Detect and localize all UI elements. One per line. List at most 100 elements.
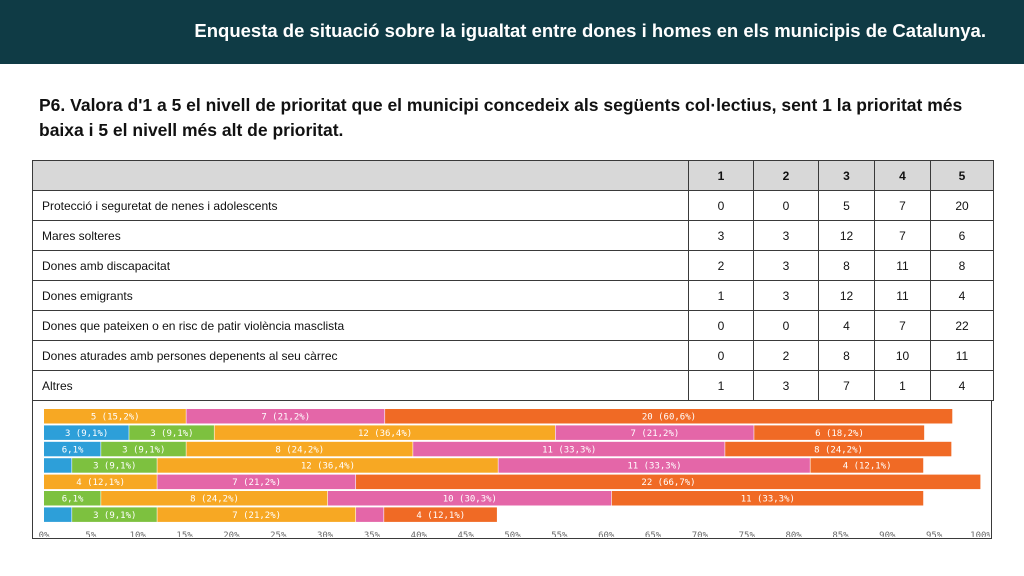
bar-segment [754,425,925,440]
x-tick-label: 50% [504,531,521,537]
data-label: 3 (9,1%) [93,462,136,472]
table-cell: 4 [818,310,875,341]
bar-segment [725,441,952,457]
bar-segment [72,507,157,522]
bar-segment [157,507,356,522]
table-cell: 0 [753,190,819,221]
data-label: 22 (66,7%) [641,478,695,488]
header-cell: 4 [874,160,931,191]
x-tick-label: 95% [926,531,943,537]
bar-segment [384,507,497,522]
bar-segment [413,441,725,457]
x-tick-label: 5% [85,531,96,537]
table-cell: 0 [688,340,754,371]
bar-segment [327,491,612,506]
bar-row: 6,1% 8 (24,2%) 10 (30,3%) 11 (33,3%) [44,491,924,506]
table-cell: 4 [930,370,994,401]
table-row: Dones amb discapacitat 2 3 8 11 8 [32,250,994,281]
bar-row: 4 (12,1%) 7 (21,2%) 22 (66,7%) [44,474,981,490]
data-label: 6 (18,2%) [815,429,864,439]
bar-row: 3 (9,1%) 7 (21,2%) 4 (12,1%) [44,507,497,522]
bar-segment [356,507,384,522]
bar-segment [157,474,356,490]
table-cell: 22 [930,310,994,341]
x-tick-label: 100% [970,531,990,537]
x-tick-label: 30% [317,531,334,537]
x-tick-label: 90% [879,531,896,537]
x-tick-label: 60% [598,531,615,537]
bar-segment [186,441,413,457]
x-tick-label: 65% [645,531,662,537]
row-label: Dones aturades amb persones depenents al… [32,340,689,371]
data-label: 4 (12,1%) [416,511,465,521]
table-cell: 2 [753,340,819,371]
table-row: Mares solteres 3 3 12 7 6 [32,220,994,251]
data-label: 11 (33,3%) [627,462,681,472]
table-cell: 0 [688,310,754,341]
table-cell: 12 [818,280,875,311]
priority-table: 1 2 3 4 5 Protecció i seguretat de nenes… [32,160,994,401]
bar-segment [44,507,72,522]
bar-row: 3 (9,1%) 12 (36,4%) 11 (33,3%) 4 (12,1%) [44,458,924,473]
bar-segment [810,458,924,473]
bar-segment [44,458,72,473]
x-tick-label: 15% [176,531,193,537]
chart-canvas: 5 (15,2%) 7 (21,2%) 20 (60,6%)3 (9,1%) 3 (9… [39,409,990,537]
x-tick-label: 75% [739,531,756,537]
data-label: 6,1% [62,445,84,455]
data-label: 4 (12,1%) [76,478,125,488]
data-label: 8 (24,2%) [814,445,863,455]
bar-segment [129,425,214,440]
bar-segment [611,491,924,506]
data-label: 5 (15,2%) [91,412,140,422]
table-cell: 10 [874,340,931,371]
table-cell: 8 [930,250,994,281]
bar-segment [498,458,810,473]
table-cell: 8 [818,250,875,281]
table-cell: 7 [874,220,931,251]
table-cell: 0 [753,310,819,341]
bar-row: 5 (15,2%) 7 (21,2%) 20 (60,6%) [44,409,953,424]
table-cell: 7 [874,310,931,341]
x-tick-label: 80% [785,531,802,537]
bar-segment [385,409,953,424]
table-cell: 1 [874,370,931,401]
x-tick-label: 40% [411,531,428,537]
x-tick-label: 85% [832,531,849,537]
table-row: Altres 1 3 7 1 4 [32,370,994,401]
data-label: 10 (30,3%) [443,494,497,504]
data-label: 4 (12,1%) [843,462,892,472]
bar-segment [44,425,129,440]
data-label: 8 (24,2%) [190,494,239,504]
table-cell: 3 [753,250,819,281]
x-tick-label: 25% [270,531,287,537]
table-cell: 3 [753,370,819,401]
header-cell: 5 [930,160,994,191]
data-label: 20 (60,6%) [642,412,696,422]
bar-segment [44,491,101,506]
table-cell: 20 [930,190,994,221]
table-cell: 3 [688,220,754,251]
x-tick-label: 10% [130,531,147,537]
data-label: 8 (24,2%) [275,445,324,455]
data-label: 12 (36,4%) [301,462,355,472]
question-text: P6. Valora d'1 a 5 el nivell de priorita… [39,95,963,140]
table-cell: 1 [688,280,754,311]
x-tick-label: 55% [551,531,568,537]
x-tick-label: 20% [223,531,240,537]
table-cell: 11 [930,340,994,371]
bar-segment [555,425,754,440]
page-title: Enquesta de situació sobre la igualtat e… [194,20,986,41]
header-cell: 1 [688,160,754,191]
row-label: Altres [32,370,689,401]
table-cell: 3 [753,220,819,251]
bar-segment [44,441,101,457]
bar-segment [214,425,556,440]
table-cell: 2 [688,250,754,281]
table-cell: 3 [753,280,819,311]
bar-segment [186,409,385,424]
data-label: 7 (21,2%) [232,478,281,488]
table-row: Dones que pateixen o en risc de patir vi… [32,310,994,341]
table-cell: 8 [818,340,875,371]
data-label: 7 (21,2%) [232,511,281,521]
